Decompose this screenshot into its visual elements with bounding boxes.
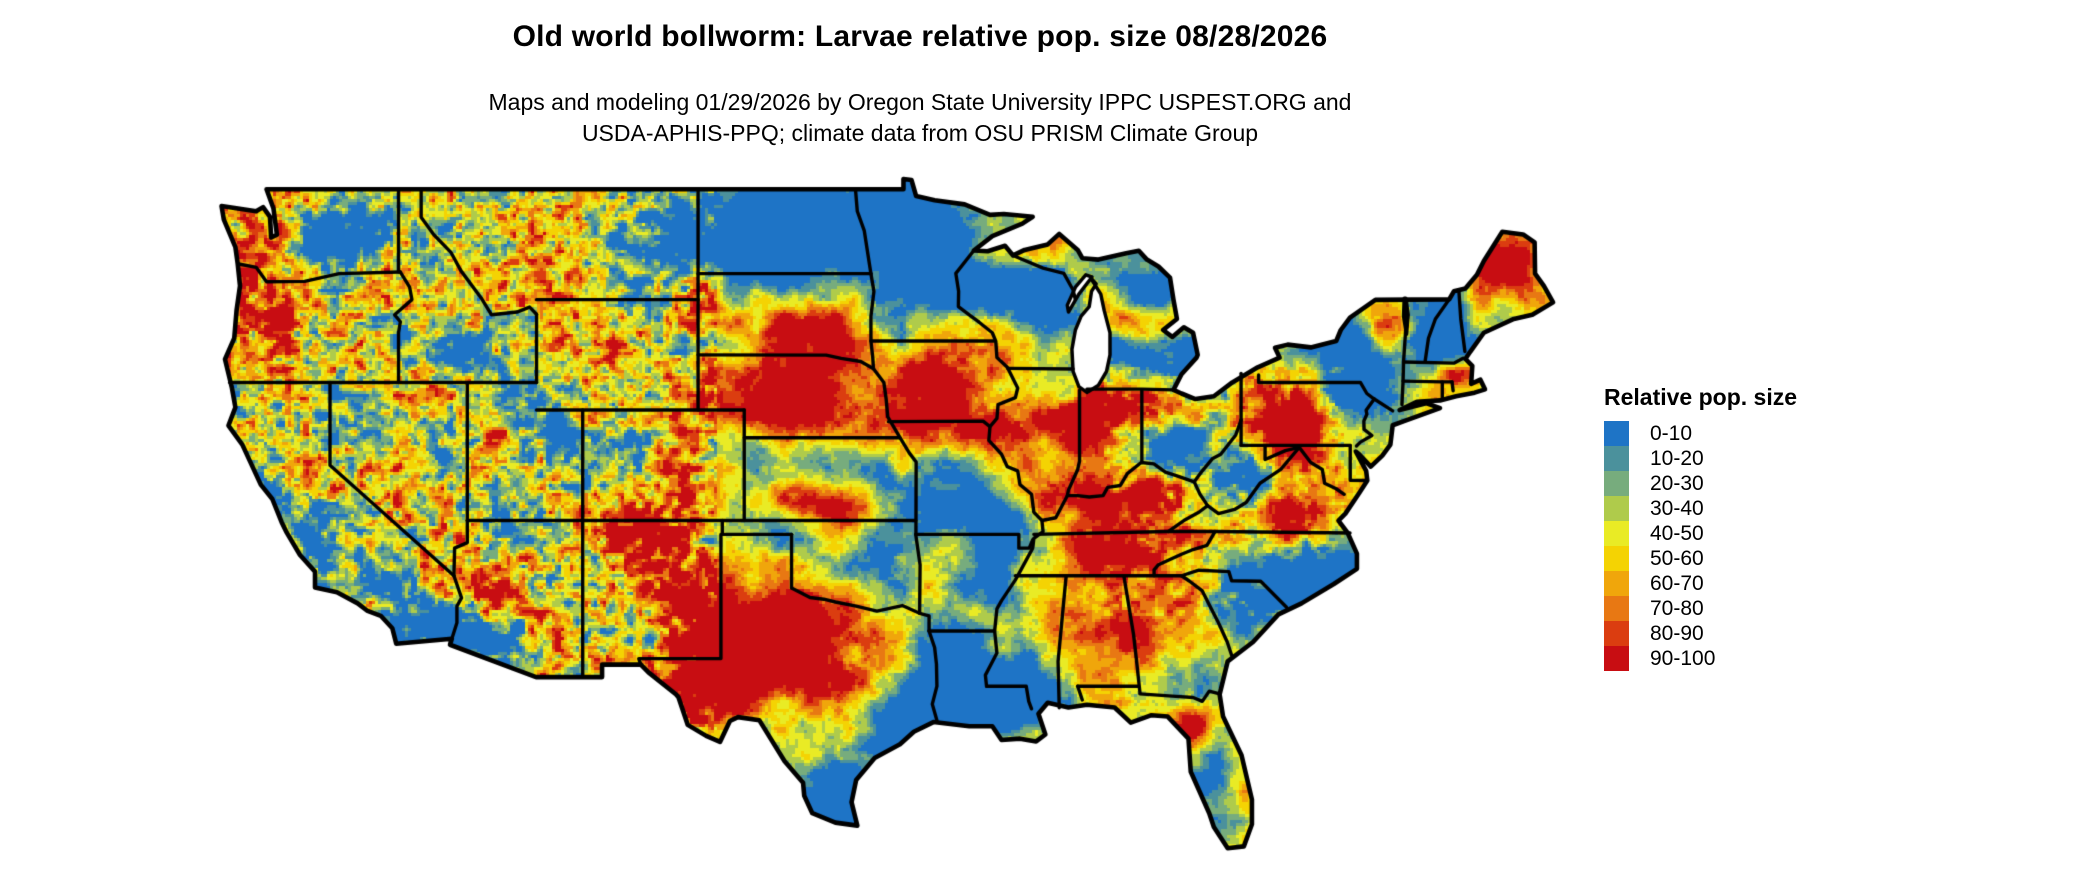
legend-item: 60-70 bbox=[1604, 571, 1797, 596]
map-subtitle-line1: Maps and modeling 01/29/2026 by Oregon S… bbox=[488, 89, 1352, 115]
legend-title: Relative pop. size bbox=[1604, 384, 1798, 410]
map-subtitle: Maps and modeling 01/29/2026 by Oregon S… bbox=[0, 87, 1840, 149]
legend-item-label: 10-20 bbox=[1650, 447, 1704, 470]
map-subtitle-line2: USDA-APHIS-PPQ; climate data from OSU PR… bbox=[581, 120, 1259, 146]
legend-item: 90-100 bbox=[1604, 646, 1797, 671]
legend-item: 50-60 bbox=[1604, 546, 1797, 571]
legend-item: 80-90 bbox=[1604, 621, 1797, 646]
legend-swatch bbox=[1604, 596, 1629, 621]
legend-swatch bbox=[1604, 571, 1629, 596]
legend-item-label: 40-50 bbox=[1650, 522, 1704, 545]
legend-item-label: 80-90 bbox=[1650, 622, 1704, 645]
legend-swatch bbox=[1604, 546, 1629, 571]
legend-item-label: 20-30 bbox=[1650, 472, 1704, 495]
legend-item: 20-30 bbox=[1604, 471, 1797, 496]
us-map-canvas bbox=[210, 145, 1560, 885]
legend-swatch bbox=[1604, 421, 1629, 446]
legend-item: 0-10 bbox=[1604, 421, 1797, 446]
legend-swatch bbox=[1604, 471, 1629, 496]
legend: Relative pop. size 0-10 10-20 20-30 30-4… bbox=[1604, 384, 1797, 671]
legend-item-label: 90-100 bbox=[1650, 647, 1716, 670]
legend-swatch bbox=[1604, 496, 1629, 521]
legend-item: 70-80 bbox=[1604, 596, 1797, 621]
legend-item: 30-40 bbox=[1604, 496, 1797, 521]
legend-swatch bbox=[1604, 646, 1629, 671]
legend-swatch bbox=[1604, 521, 1629, 546]
legend-item-label: 0-10 bbox=[1650, 422, 1693, 445]
legend-item-label: 30-40 bbox=[1650, 497, 1704, 520]
legend-rows: 0-10 10-20 20-30 30-40 40-50 50-60 60-70… bbox=[1604, 421, 1797, 671]
legend-item-label: 70-80 bbox=[1650, 597, 1704, 620]
map-title: Old world bollworm: Larvae relative pop.… bbox=[512, 20, 1328, 53]
legend-swatch bbox=[1604, 621, 1629, 646]
legend-item-label: 60-70 bbox=[1650, 572, 1704, 595]
legend-item-label: 50-60 bbox=[1650, 547, 1704, 570]
legend-swatch bbox=[1604, 446, 1629, 471]
legend-item: 40-50 bbox=[1604, 521, 1797, 546]
legend-item: 10-20 bbox=[1604, 446, 1797, 471]
